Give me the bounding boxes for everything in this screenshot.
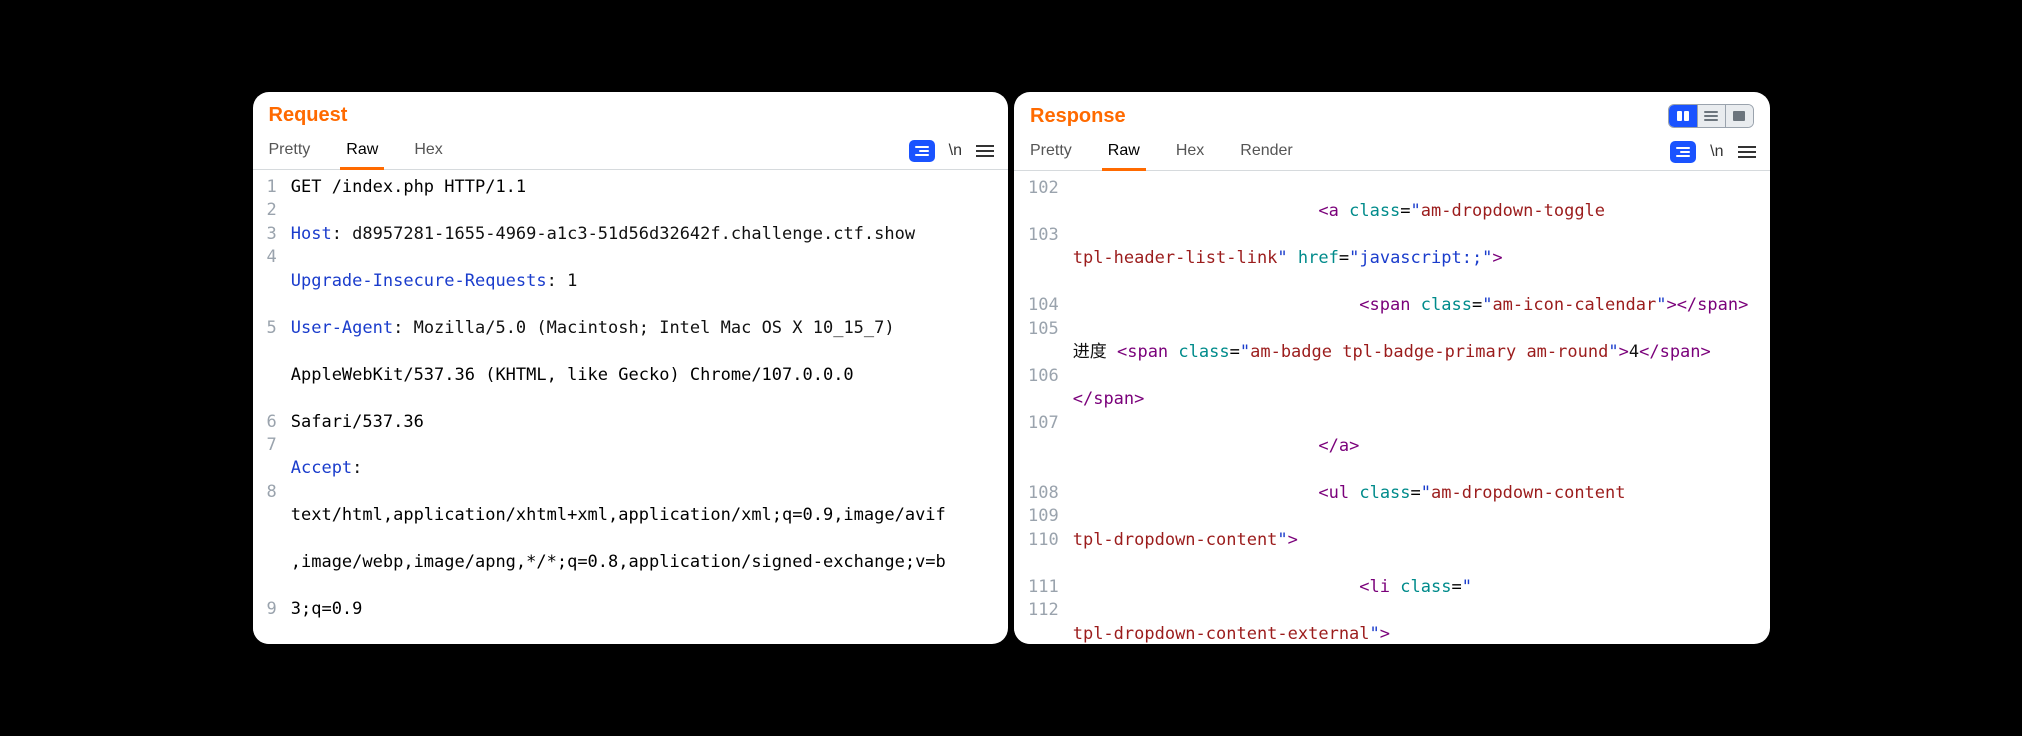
response-header: Response	[1014, 92, 1770, 134]
tab-pretty[interactable]: Pretty	[1026, 134, 1076, 170]
response-code-body[interactable]: <a class="am-dropdown-toggle tpl-header-…	[1069, 171, 1770, 644]
layout-toggle	[1668, 104, 1754, 128]
menu-icon[interactable]	[976, 145, 994, 157]
request-code-body[interactable]: GET /index.php HTTP/1.1 Host: d8957281-1…	[287, 170, 1008, 644]
request-tab-actions: \n	[909, 140, 996, 162]
wrap-toggle-icon[interactable]	[909, 140, 935, 162]
split-view: Request Pretty Raw Hex \n 1234 5 67 8 9 …	[253, 92, 1770, 644]
request-title: Request	[269, 104, 348, 127]
response-code[interactable]: 102 103 104105 106 107 108109110 111112 …	[1014, 171, 1770, 644]
tab-raw[interactable]: Raw	[1104, 134, 1144, 170]
tab-hex[interactable]: Hex	[1172, 134, 1208, 170]
tab-raw[interactable]: Raw	[342, 133, 382, 169]
layout-stack-icon[interactable]	[1697, 105, 1725, 127]
request-tabs-row: Pretty Raw Hex \n	[253, 133, 1009, 170]
request-panel: Request Pretty Raw Hex \n 1234 5 67 8 9 …	[253, 92, 1009, 644]
tab-render[interactable]: Render	[1236, 134, 1296, 170]
newline-label[interactable]: \n	[949, 142, 962, 160]
response-panel: Response Pretty Raw Hex Render \n	[1014, 92, 1770, 644]
tab-hex[interactable]: Hex	[410, 133, 446, 169]
request-header: Request	[253, 92, 1009, 133]
menu-icon[interactable]	[1738, 146, 1756, 158]
request-gutter: 1234 5 67 8 9	[253, 170, 287, 644]
response-tabs: Pretty Raw Hex Render	[1026, 134, 1297, 170]
tab-pretty[interactable]: Pretty	[265, 133, 315, 169]
response-gutter: 102 103 104105 106 107 108109110 111112	[1014, 171, 1069, 644]
wrap-toggle-icon[interactable]	[1670, 141, 1696, 163]
response-title: Response	[1030, 105, 1126, 128]
response-tabs-row: Pretty Raw Hex Render \n	[1014, 134, 1770, 171]
watermark: CSDN @Sn_u	[1697, 629, 1762, 640]
newline-label[interactable]: \n	[1710, 143, 1723, 161]
response-tab-actions: \n	[1670, 141, 1757, 163]
request-tabs: Pretty Raw Hex	[265, 133, 447, 169]
layout-split-icon[interactable]	[1669, 105, 1697, 127]
request-code[interactable]: 1234 5 67 8 9 GET /index.php HTTP/1.1 Ho…	[253, 170, 1009, 644]
layout-single-icon[interactable]	[1725, 105, 1753, 127]
